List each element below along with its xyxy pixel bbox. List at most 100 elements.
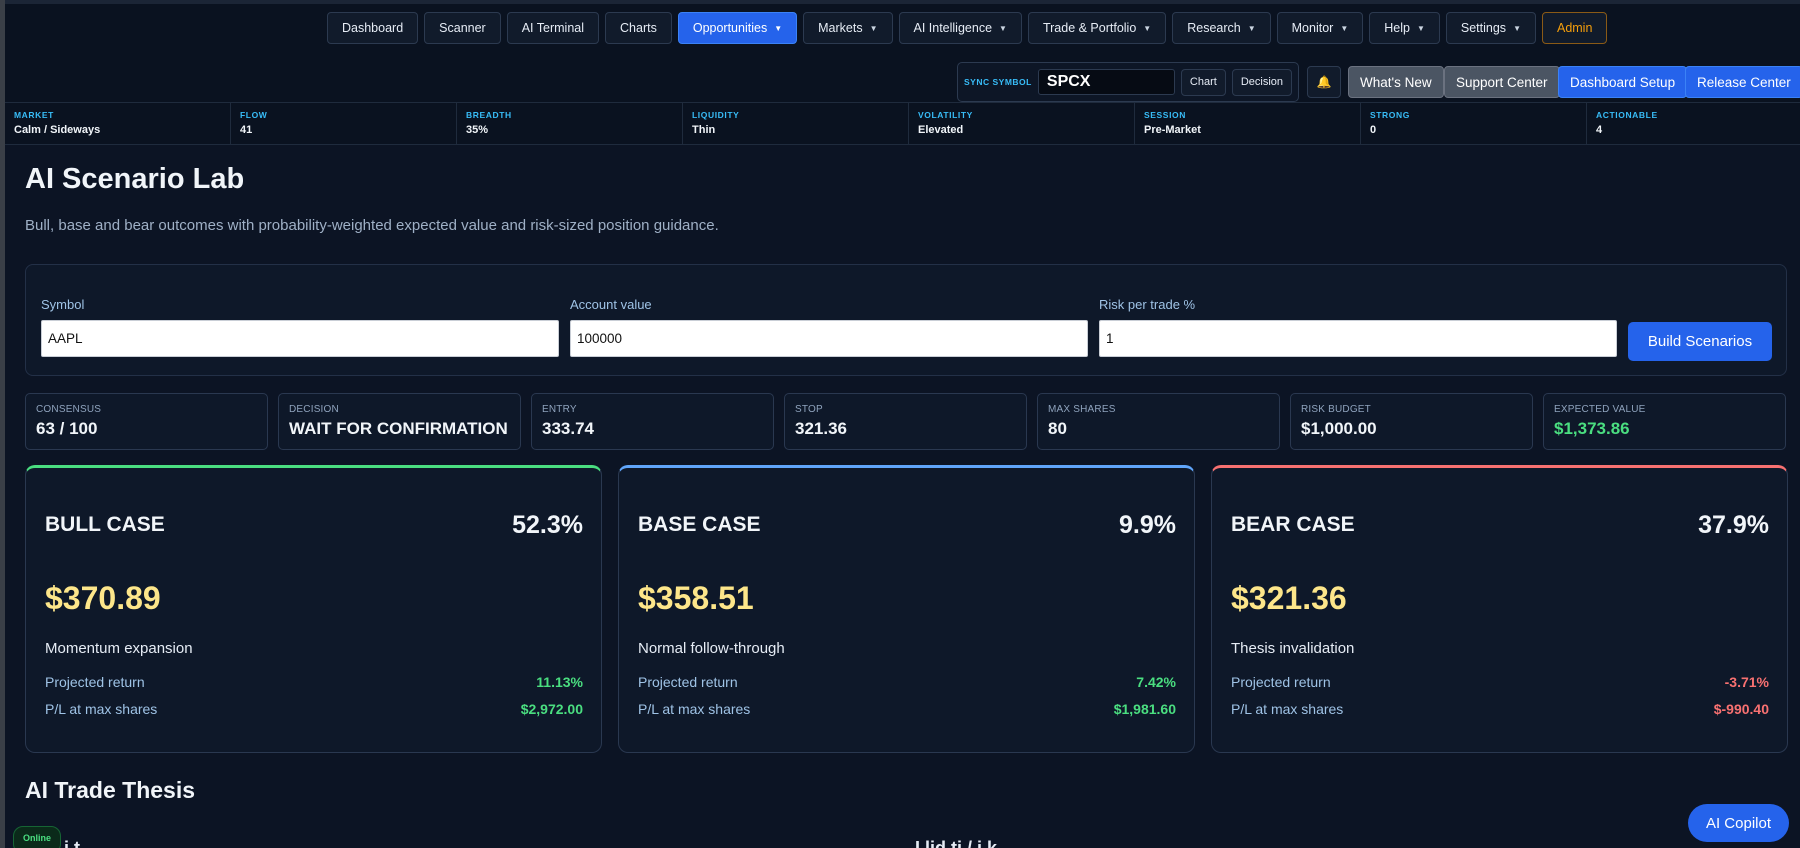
nav-admin[interactable]: Admin bbox=[1541, 12, 1608, 44]
market-status-strip: MARKET Calm / Sideways FLOW 41 BREADTH 35% … bbox=[5, 103, 1800, 145]
whats-new-button[interactable]: What's New bbox=[1348, 66, 1444, 98]
case-description: Momentum expansion bbox=[45, 640, 193, 657]
nav-charts[interactable]: Charts bbox=[605, 12, 672, 44]
nav-ai-terminal[interactable]: AI Terminal bbox=[506, 12, 600, 44]
sync-chart-button[interactable]: Chart bbox=[1180, 68, 1226, 96]
sync-decision-button[interactable]: Decision bbox=[1231, 68, 1292, 96]
pl-row: P/L at max shares $1,981.60 bbox=[638, 701, 1176, 717]
case-name: BULL CASE bbox=[45, 513, 165, 536]
status-breadth: BREADTH 35% bbox=[457, 103, 683, 144]
status-label: SESSION bbox=[1144, 110, 1186, 120]
status-market: MARKET Calm / Sideways bbox=[5, 103, 231, 144]
base-case-card: BASE CASE 9.9% $358.51 Normal follow-thr… bbox=[618, 465, 1195, 753]
nav-opportunities[interactable]: Opportunities ▼ bbox=[677, 12, 798, 44]
row-value: 7.42% bbox=[1136, 674, 1176, 690]
account-value-input[interactable] bbox=[570, 320, 1088, 357]
scenario-cases: BULL CASE 52.3% $370.89 Momentum expansi… bbox=[25, 465, 1788, 753]
nav-ai-intelligence[interactable]: AI Intelligence ▼ bbox=[898, 12, 1022, 44]
row-label: Projected return bbox=[1231, 674, 1331, 690]
page-subtitle: Bull, base and bear outcomes with probab… bbox=[25, 217, 719, 234]
support-center-button[interactable]: Support Center bbox=[1444, 66, 1560, 98]
status-label: STRONG bbox=[1370, 110, 1410, 120]
row-label: P/L at max shares bbox=[45, 701, 158, 717]
nav-scanner[interactable]: Scanner bbox=[424, 12, 501, 44]
status-label: FLOW bbox=[240, 110, 268, 120]
nav-label: Trade & Portfolio bbox=[1042, 21, 1137, 35]
case-probability: 9.9% bbox=[1119, 511, 1176, 539]
status-actionable: ACTIONABLE 4 bbox=[1587, 103, 1800, 144]
nav-dashboard[interactable]: Dashboard bbox=[327, 12, 419, 44]
account-value-label: Account value bbox=[570, 297, 652, 312]
metric-label: STOP bbox=[795, 404, 823, 415]
nav-label: Settings bbox=[1460, 21, 1507, 35]
metric-value: 321.36 bbox=[795, 419, 847, 438]
status-label: LIQUIDITY bbox=[692, 110, 740, 120]
nav-label: Help bbox=[1384, 21, 1410, 35]
bear-case-card: BEAR CASE 37.9% $321.36 Thesis invalidat… bbox=[1211, 465, 1788, 753]
nav-label: Scanner bbox=[439, 21, 486, 35]
build-scenarios-button[interactable]: Build Scenarios bbox=[1628, 322, 1772, 361]
nav-label: Monitor bbox=[1291, 21, 1334, 35]
nav-markets[interactable]: Markets ▼ bbox=[803, 12, 893, 44]
thesis-column-heading-right: I lid ti / i k bbox=[915, 838, 998, 848]
metric-consensus: CONSENSUS 63 / 100 bbox=[25, 393, 268, 450]
sync-symbol-input[interactable] bbox=[1037, 69, 1175, 95]
status-value: Pre-Market bbox=[1144, 124, 1201, 136]
metric-value: $1,373.86 bbox=[1554, 419, 1630, 438]
caret-down-icon: ▼ bbox=[1247, 23, 1256, 33]
risk-per-trade-label: Risk per trade % bbox=[1099, 297, 1196, 312]
row-label: P/L at max shares bbox=[638, 701, 751, 717]
status-value: Thin bbox=[692, 124, 716, 136]
metric-max-shares: MAX SHARES 80 bbox=[1037, 393, 1280, 450]
nav-settings[interactable]: Settings ▼ bbox=[1445, 12, 1536, 44]
status-liquidity: LIQUIDITY Thin bbox=[683, 103, 909, 144]
pl-row: P/L at max shares $2,972.00 bbox=[45, 701, 583, 717]
metric-value: 63 / 100 bbox=[36, 419, 98, 438]
pl-row: P/L at max shares $-990.40 bbox=[1231, 701, 1769, 717]
online-status-badge: Online bbox=[13, 826, 61, 848]
caret-down-icon: ▼ bbox=[1340, 23, 1349, 33]
metric-expected-value: EXPECTED VALUE $1,373.86 bbox=[1543, 393, 1786, 450]
nav-label: Charts bbox=[620, 21, 657, 35]
metric-label: RISK BUDGET bbox=[1301, 404, 1371, 415]
sync-symbol-panel: SYNC SYMBOL Chart Decision bbox=[957, 62, 1299, 102]
metric-value: WAIT FOR CONFIRMATION bbox=[289, 419, 508, 438]
metric-decision: DECISION WAIT FOR CONFIRMATION bbox=[278, 393, 521, 450]
scenario-form: Symbol Account value Risk per trade % Bu… bbox=[25, 264, 1787, 376]
status-value: 41 bbox=[240, 124, 253, 136]
symbol-input[interactable] bbox=[41, 320, 559, 357]
caret-down-icon: ▼ bbox=[999, 23, 1007, 33]
risk-per-trade-input[interactable] bbox=[1099, 320, 1617, 357]
metric-label: EXPECTED VALUE bbox=[1554, 404, 1646, 415]
risk-per-trade-field: Risk per trade % bbox=[1099, 297, 1617, 357]
status-volatility: VOLATILITY Elevated bbox=[909, 103, 1135, 144]
projected-return-row: Projected return -3.71% bbox=[1231, 674, 1769, 690]
nav-label: Dashboard bbox=[342, 21, 404, 35]
metric-risk-budget: RISK BUDGET $1,000.00 bbox=[1290, 393, 1533, 450]
nav-help[interactable]: Help ▼ bbox=[1369, 12, 1440, 44]
symbol-field: Symbol bbox=[41, 297, 559, 357]
nav-monitor[interactable]: Monitor ▼ bbox=[1276, 12, 1364, 44]
release-center-button[interactable]: Release Center bbox=[1685, 66, 1800, 98]
status-value: Calm / Sideways bbox=[14, 124, 101, 136]
thesis-column-heading-left: t t i t bbox=[42, 838, 80, 848]
caret-down-icon: ▼ bbox=[1416, 23, 1425, 33]
status-label: MARKET bbox=[14, 110, 54, 120]
sync-symbol-label: SYNC SYMBOL bbox=[964, 77, 1032, 87]
window-left-edge bbox=[0, 0, 5, 848]
row-value: 11.13% bbox=[536, 674, 583, 690]
metric-value: $1,000.00 bbox=[1301, 419, 1377, 438]
case-probability: 52.3% bbox=[512, 511, 583, 539]
nav-trade-portfolio[interactable]: Trade & Portfolio ▼ bbox=[1027, 12, 1167, 44]
dashboard-setup-button[interactable]: Dashboard Setup bbox=[1558, 66, 1688, 98]
bull-case-card: BULL CASE 52.3% $370.89 Momentum expansi… bbox=[25, 465, 602, 753]
status-flow: FLOW 41 bbox=[231, 103, 457, 144]
nav-research[interactable]: Research ▼ bbox=[1172, 12, 1271, 44]
nav-label: AI Terminal bbox=[521, 21, 585, 35]
status-label: ACTIONABLE bbox=[1596, 110, 1658, 120]
summary-metrics: CONSENSUS 63 / 100 DECISION WAIT FOR CONFI… bbox=[25, 393, 1786, 450]
bell-icon[interactable]: 🔔 bbox=[1307, 66, 1341, 98]
projected-return-row: Projected return 11.13% bbox=[45, 674, 583, 690]
case-probability: 37.9% bbox=[1698, 511, 1769, 539]
ai-copilot-button[interactable]: AI Copilot bbox=[1688, 804, 1789, 842]
